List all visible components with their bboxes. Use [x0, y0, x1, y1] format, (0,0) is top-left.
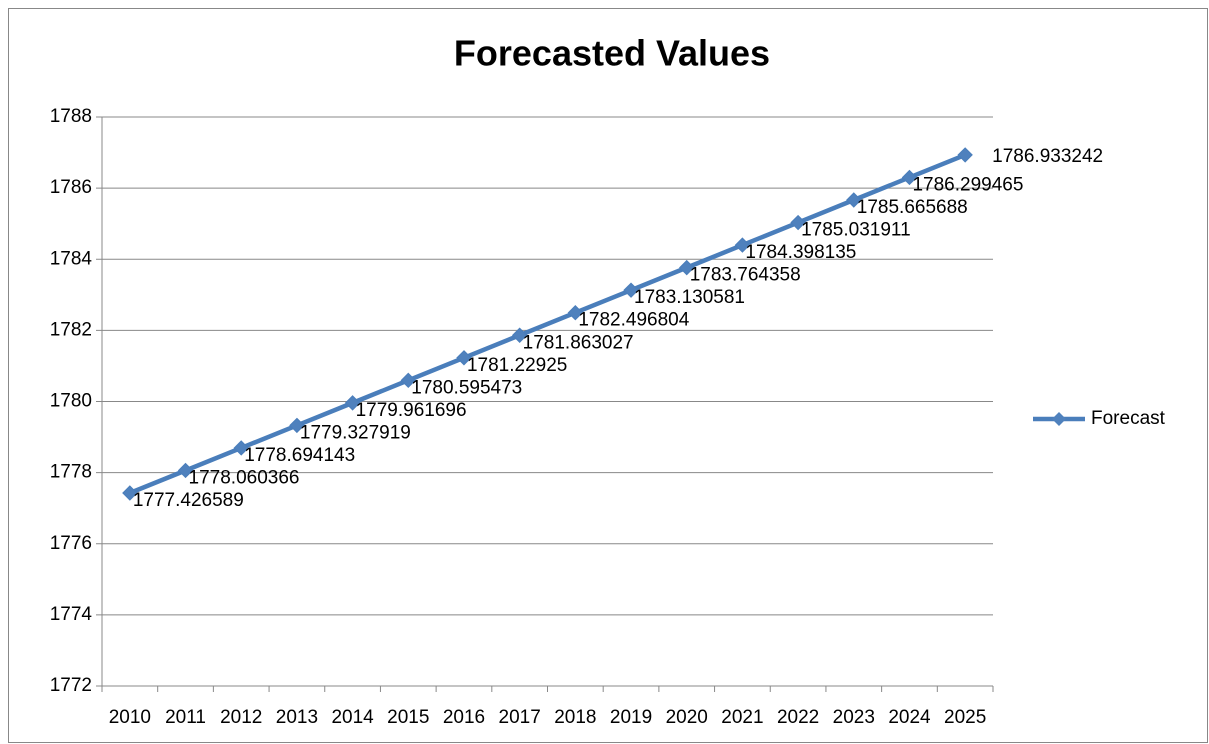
x-tick-label: 2017 — [499, 707, 541, 728]
y-tick-label: 1774 — [50, 604, 93, 625]
data-label: 1783.764358 — [690, 265, 801, 286]
data-label: 1784.398135 — [745, 242, 856, 263]
data-marker — [344, 395, 361, 411]
x-tick-label: 2023 — [833, 707, 875, 728]
x-tick-label: 2012 — [220, 707, 262, 728]
data-marker — [289, 417, 305, 434]
data-marker — [901, 169, 918, 186]
y-tick-label: 1776 — [50, 533, 92, 554]
y-tick-label: 1780 — [50, 391, 92, 412]
chart-title: Forecasted Values — [454, 33, 770, 74]
y-tick-label: 1786 — [50, 177, 92, 198]
data-label: 1786.299465 — [912, 174, 1023, 195]
data-label: 1778.694143 — [244, 445, 355, 466]
data-marker — [567, 304, 584, 321]
chart-border — [8, 8, 1208, 743]
data-marker — [177, 462, 194, 479]
data-label: 1780.595473 — [411, 377, 522, 398]
x-tick-label: 2015 — [387, 707, 429, 728]
legend-label: Forecast — [1091, 408, 1166, 429]
x-tick-label: 2019 — [610, 707, 652, 728]
data-label: 1781.863027 — [523, 332, 634, 353]
x-tick-label: 2024 — [888, 707, 931, 728]
x-tick-label: 2014 — [331, 707, 374, 728]
x-tick-label: 2022 — [777, 707, 819, 728]
x-tick-label: 2018 — [554, 707, 596, 728]
data-label: 1782.496804 — [578, 310, 689, 331]
series-line — [128, 152, 967, 496]
y-tick-label: 1782 — [50, 319, 92, 340]
data-label: 1785.031911 — [801, 220, 911, 241]
data-marker — [679, 259, 695, 276]
data-label: 1786.933242 — [992, 146, 1103, 167]
data-label: 1783.130581 — [634, 287, 745, 308]
y-tick-label: 1784 — [50, 248, 93, 269]
data-label: 1785.665688 — [857, 197, 968, 218]
x-tick-label: 2010 — [109, 707, 151, 728]
x-tick-label: 2011 — [165, 707, 206, 728]
data-marker — [122, 485, 138, 501]
data-marker — [400, 372, 416, 389]
x-tick-label: 2025 — [944, 707, 986, 728]
data-marker — [233, 440, 249, 456]
data-marker — [846, 192, 862, 208]
data-marker — [623, 282, 639, 298]
y-tick-label: 1772 — [50, 675, 92, 696]
data-marker — [957, 147, 973, 163]
y-tick-label: 1788 — [50, 106, 92, 127]
data-marker — [734, 237, 751, 253]
legend-marker — [1052, 412, 1066, 426]
data-label: 1777.426589 — [133, 490, 244, 511]
data-label: 1779.327919 — [300, 422, 411, 443]
x-tick-label: 2020 — [666, 707, 708, 728]
data-marker — [511, 327, 528, 343]
x-tick-label: 2016 — [443, 707, 485, 728]
data-marker — [790, 214, 806, 231]
y-tick-label: 1778 — [50, 462, 92, 483]
x-tick-label: 2013 — [276, 707, 318, 728]
data-label: 1778.060366 — [189, 467, 300, 488]
data-marker — [456, 350, 472, 366]
data-label: 1779.961696 — [356, 400, 467, 421]
x-tick-label: 2021 — [721, 707, 763, 728]
data-label: 1781.22925 — [467, 355, 567, 376]
